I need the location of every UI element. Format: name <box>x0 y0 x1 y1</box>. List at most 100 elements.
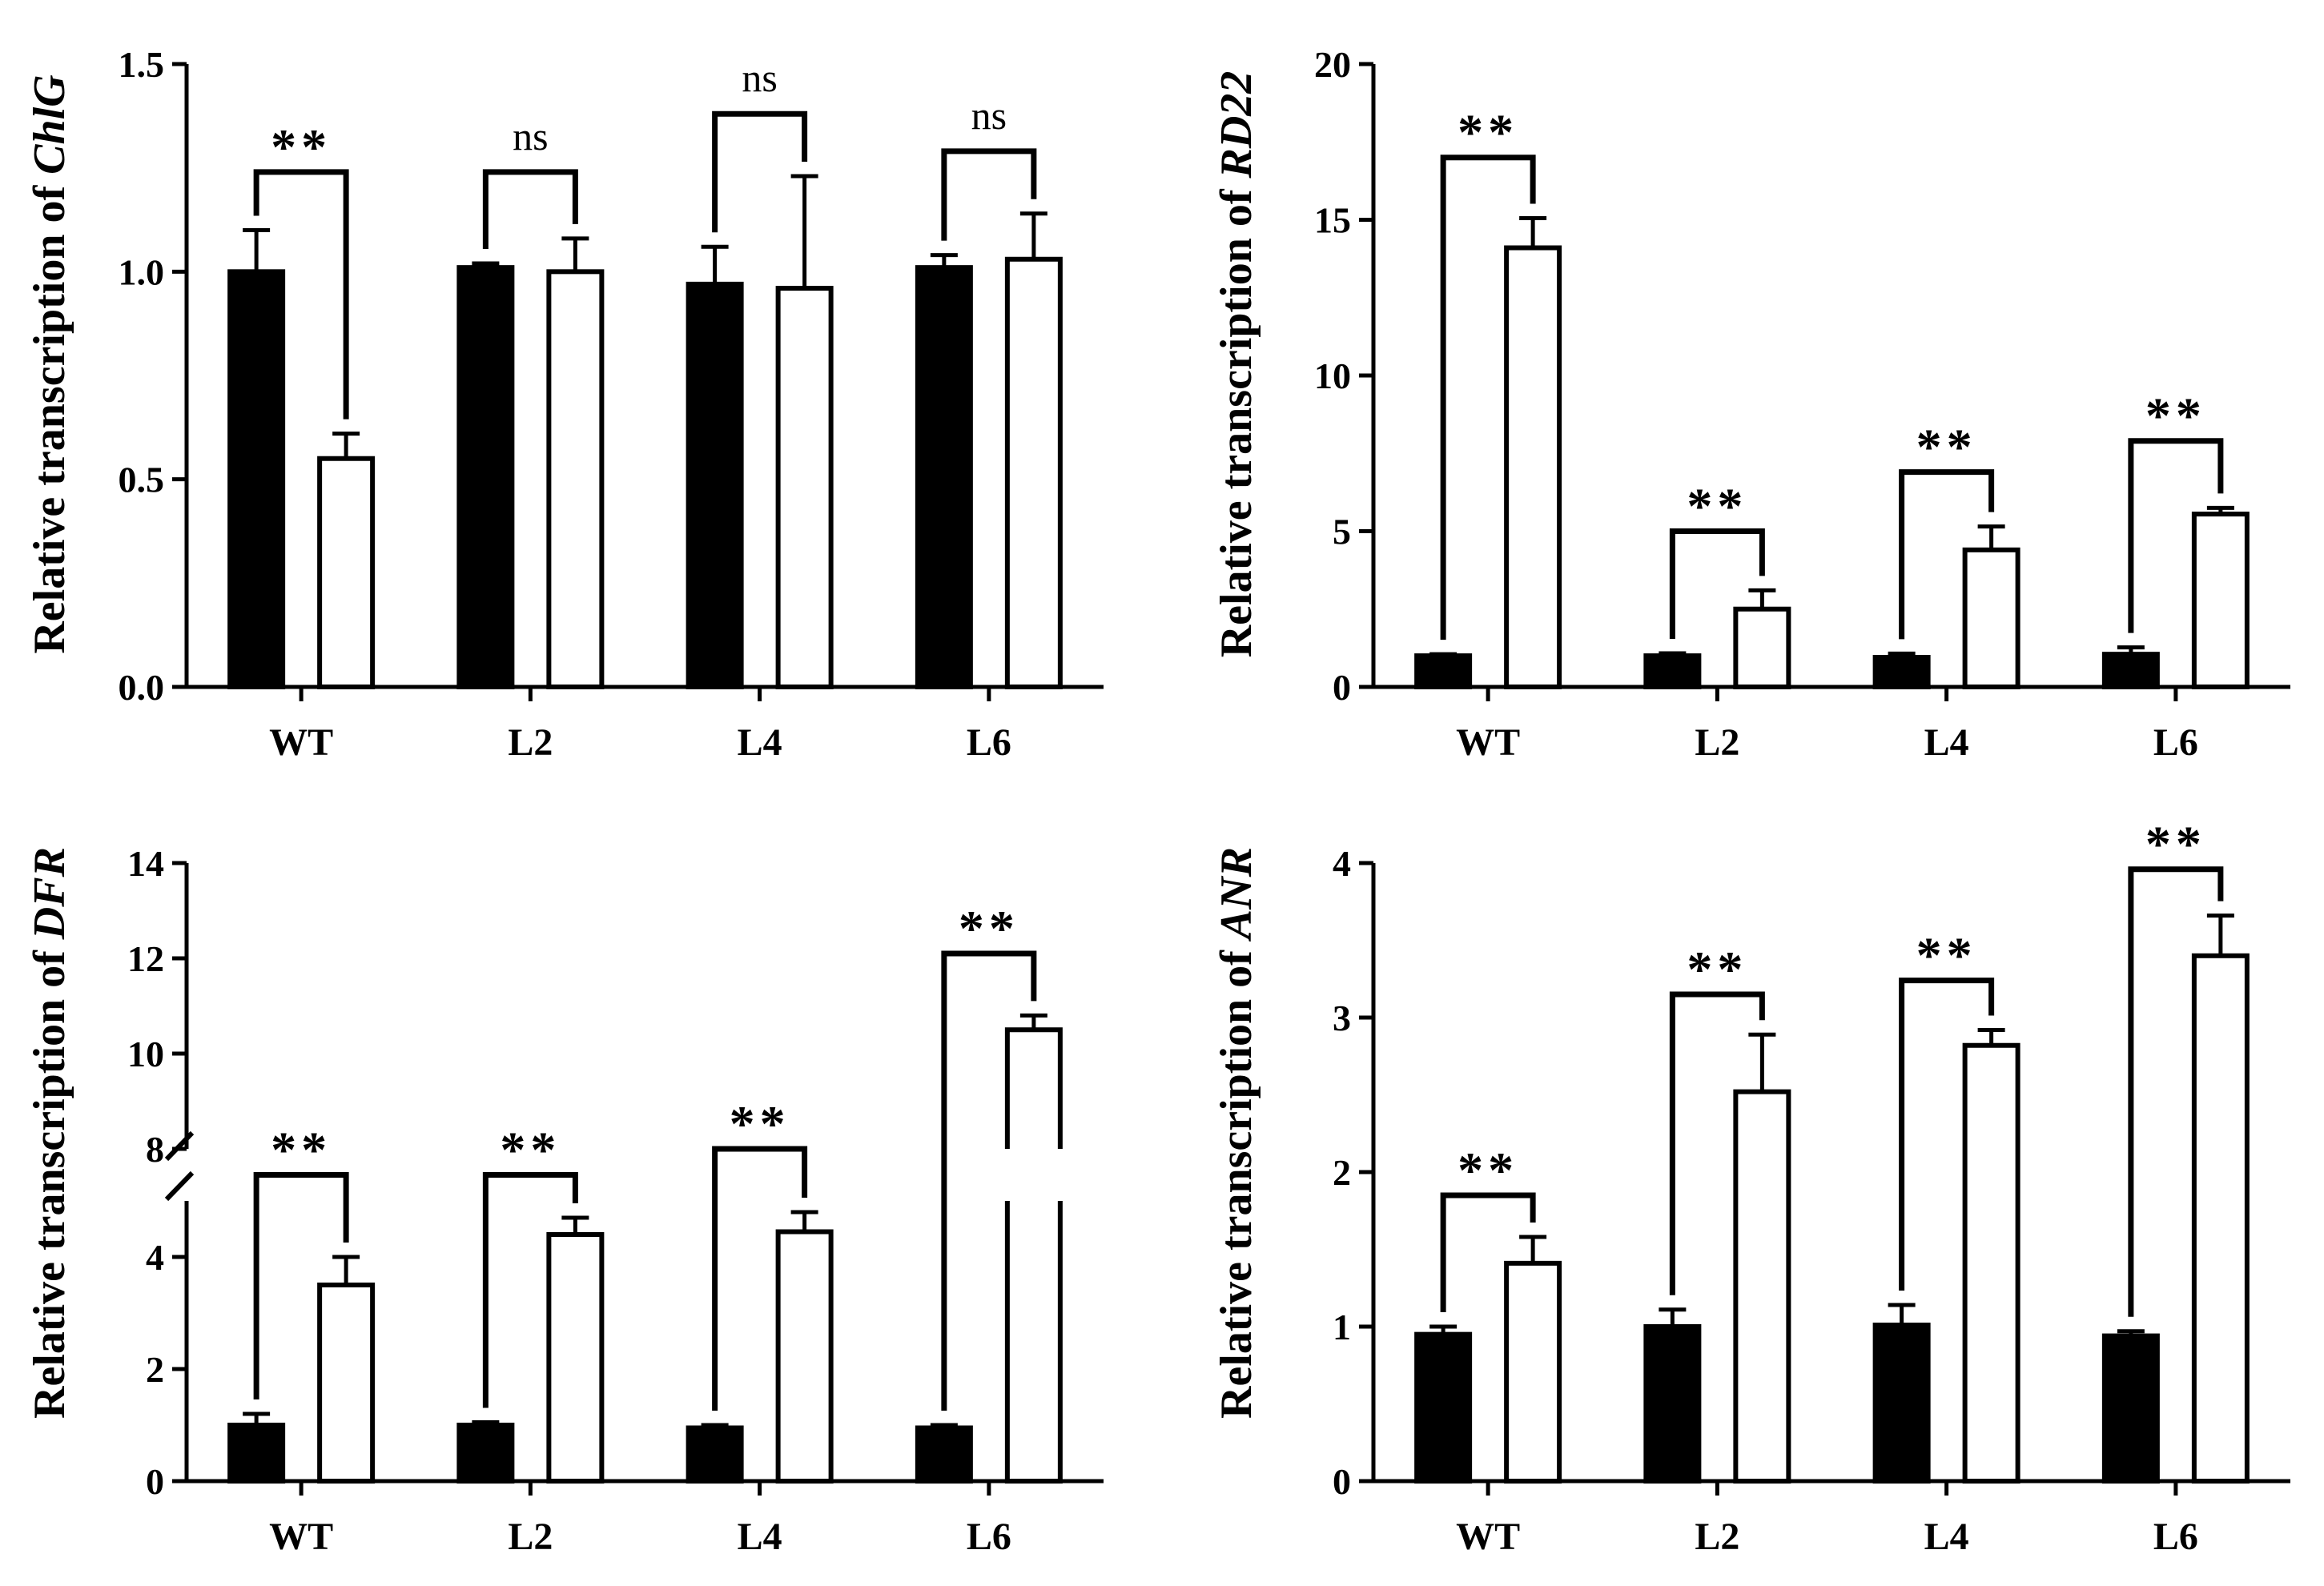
x-tick-label-rd22-l2: L2 <box>1695 721 1739 764</box>
y-tick-label-rd22-4: 20 <box>1314 44 1351 85</box>
bar-rd22-l2-treatment <box>1733 606 1791 689</box>
bar-chlg-l4-control <box>686 281 744 689</box>
bar-anr-l2-control <box>1643 1324 1702 1484</box>
y-tick-label-dfr-2: 2 <box>146 1349 164 1390</box>
error-bar-dfr-wt-treatment <box>332 1255 360 1285</box>
y-tick-label-dfr-8: 8 <box>146 1129 164 1170</box>
y-axis-title-dfr: Relative transcription of DFR <box>25 847 74 1419</box>
error-bar-chlg-l2-treatment <box>561 236 589 272</box>
axis-break-mark-lower-dfr <box>164 1170 195 1202</box>
significance-bracket-anr-wt <box>1440 1192 1536 1312</box>
bar-dfr-wt-treatment <box>317 1283 376 1484</box>
bar-chlg-l2-control <box>456 265 515 689</box>
significance-label-anr-l2: ** <box>1687 941 1747 998</box>
x-tick-label-chlg-l4: L4 <box>738 721 782 764</box>
error-bar-chlg-l4-control <box>701 244 729 284</box>
y-tick-label-chlg-0: 0.0 <box>119 667 165 708</box>
bar-chlg-wt-treatment <box>317 456 376 689</box>
significance-bracket-anr-l4 <box>1899 978 1995 1291</box>
significance-label-rd22-l4: ** <box>1916 419 1977 476</box>
significance-label-chlg-wt: ** <box>271 118 332 175</box>
bar-rd22-wt-treatment <box>1504 245 1562 689</box>
y-axis-title-chlg: Relative transcription of ChlG <box>25 74 74 653</box>
significance-label-dfr-l6: ** <box>959 900 1019 957</box>
significance-bracket-chlg-l6 <box>941 148 1037 241</box>
bar-dfr-l6-control <box>915 1425 973 1484</box>
significance-label-dfr-l2: ** <box>500 1122 561 1178</box>
x-tick-label-anr-wt: WT <box>1456 1516 1520 1558</box>
error-bar-rd22-l6-treatment <box>2206 505 2234 515</box>
bar-rd22-wt-control <box>1414 653 1473 689</box>
y-tick-label-chlg-1: 0.5 <box>119 460 165 500</box>
significance-bracket-chlg-l2 <box>482 169 578 249</box>
y-tick-label-chlg-3: 1.5 <box>119 44 165 85</box>
y-axis-title-rd22: Relative transcription of RD22 <box>1212 71 1261 658</box>
error-bar-rd22-wt-control <box>1429 652 1458 656</box>
bar-dfr-l4-treatment <box>775 1229 834 1484</box>
bar-dfr-l4-control <box>686 1425 744 1484</box>
error-bar-chlg-wt-treatment <box>332 432 360 459</box>
error-bar-anr-l2-control <box>1659 1307 1687 1327</box>
bar-chlg-wt-control <box>227 269 286 690</box>
error-bar-anr-l6-treatment <box>2206 913 2234 956</box>
significance-bracket-dfr-wt <box>253 1172 349 1399</box>
y-tick-label-dfr-0: 0 <box>146 1461 164 1502</box>
bar-anr-l4-treatment <box>1962 1042 2020 1484</box>
x-tick-label-chlg-l2: L2 <box>508 721 553 764</box>
x-tick-label-dfr-l2: L2 <box>508 1516 553 1558</box>
y-tick-label-dfr-10: 10 <box>127 1034 164 1074</box>
panel-rd22: Relative transcription of RD22 0 5 10 15… <box>1212 44 2290 764</box>
bar-rd22-l6-treatment <box>2191 512 2250 689</box>
error-bar-chlg-l6-control <box>930 253 958 268</box>
y-tick-label-dfr-12: 12 <box>127 938 164 979</box>
x-tick-label-anr-l2: L2 <box>1695 1516 1739 1558</box>
x-tick-label-dfr-wt: WT <box>269 1516 333 1558</box>
bar-rd22-l6-control <box>2101 652 2160 690</box>
error-bar-rd22-wt-treatment <box>1519 216 1547 248</box>
significance-bracket-dfr-l4 <box>712 1146 808 1411</box>
bar-anr-wt-control <box>1414 1331 1473 1484</box>
significance-label-rd22-wt: ** <box>1458 104 1518 161</box>
error-bar-chlg-l4-treatment <box>790 174 818 289</box>
x-tick-label-rd22-l6: L6 <box>2153 721 2198 764</box>
error-bar-dfr-l2-treatment <box>561 1215 589 1235</box>
y-tick-label-chlg-2: 1.0 <box>119 251 165 292</box>
significance-bracket-rd22-l4 <box>1899 469 1995 640</box>
error-bar-rd22-l6-control <box>2117 645 2145 655</box>
bar-anr-l4-control <box>1872 1323 1931 1484</box>
bar-dfr-l6-treatment <box>1004 1027 1063 1484</box>
significance-bracket-dfr-l2 <box>482 1172 578 1408</box>
error-bar-chlg-wt-control <box>243 227 271 272</box>
x-tick-label-anr-l6: L6 <box>2153 1516 2198 1558</box>
error-bar-dfr-l6-control <box>930 1423 958 1428</box>
error-bar-anr-l4-control <box>1888 1303 1916 1326</box>
bar-break-gap-dfr-l6 <box>1002 1149 1065 1201</box>
significance-bracket-dfr-l6 <box>941 950 1037 1411</box>
error-bar-dfr-l4-treatment <box>790 1210 818 1232</box>
y-axis-title-anr: Relative transcription of ANR <box>1212 847 1261 1419</box>
x-tick-label-anr-l4: L4 <box>1924 1516 1969 1558</box>
bar-chlg-l6-treatment <box>1004 256 1063 690</box>
bar-rd22-l4-control <box>1872 655 1931 689</box>
significance-label-dfr-l4: ** <box>730 1095 790 1152</box>
significance-bracket-rd22-l2 <box>1669 528 1765 639</box>
error-bar-chlg-l6-treatment <box>1019 211 1047 259</box>
panel-chlg: Relative transcription of ChlG 0.0 0.5 1… <box>25 44 1104 764</box>
y-tick-label-dfr-14: 14 <box>127 843 164 884</box>
y-tick-label-anr-1: 1 <box>1333 1307 1351 1347</box>
x-tick-label-dfr-l4: L4 <box>738 1516 782 1558</box>
panel-anr: Relative transcription of ANR 0 1 2 3 4 … <box>1212 816 2290 1558</box>
bar-chlg-l4-treatment <box>775 286 834 689</box>
error-bar-anr-l4-treatment <box>1977 1027 2005 1046</box>
bar-anr-wt-treatment <box>1504 1260 1562 1484</box>
error-bar-rd22-l2-treatment <box>1748 588 1776 609</box>
error-bar-rd22-l2-control <box>1659 651 1687 656</box>
significance-bracket-chlg-l4 <box>712 110 808 233</box>
significance-label-chlg-l2: ns <box>513 114 548 159</box>
y-tick-label-rd22-2: 10 <box>1314 355 1351 396</box>
bar-dfr-wt-control <box>227 1423 286 1484</box>
error-bar-chlg-l2-control <box>472 261 500 268</box>
error-bar-anr-l6-control <box>2117 1329 2145 1336</box>
x-tick-label-chlg-wt: WT <box>269 721 333 764</box>
